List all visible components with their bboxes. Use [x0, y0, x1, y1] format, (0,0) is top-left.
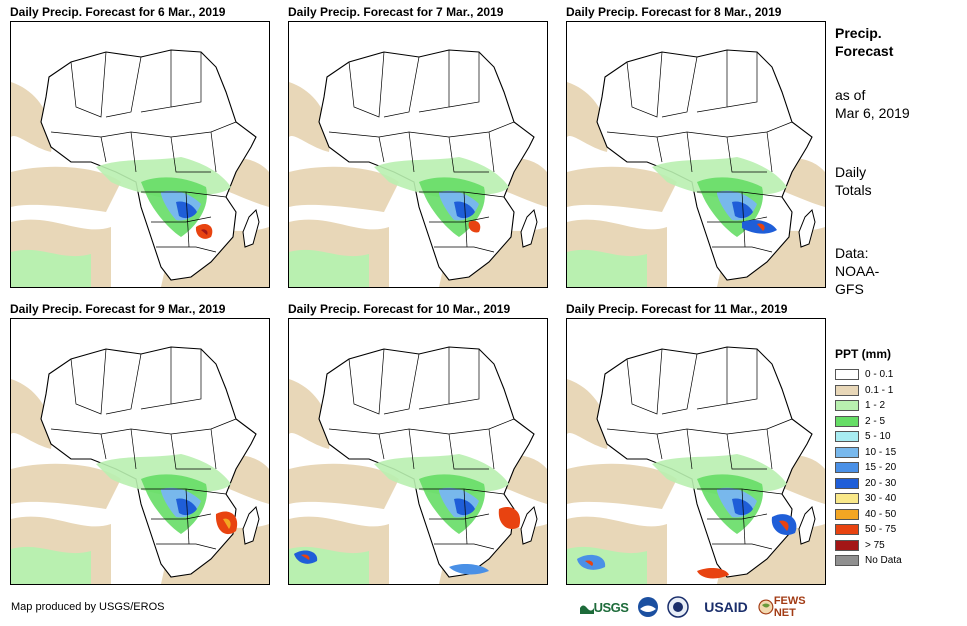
- data-line-2: NOAA-: [835, 263, 880, 279]
- usgs-logo: USGS: [578, 594, 630, 620]
- asof-line-1: as of: [835, 87, 866, 103]
- legend-rows: 0 - 0.1 0.1 - 1 1 - 2 2 - 5 5 - 10 10 - 15 15 …: [835, 367, 960, 569]
- legend-label: 20 - 30: [865, 477, 897, 489]
- asof-line-2: Mar 6, 2019: [835, 105, 910, 121]
- usaid-logo: USAID: [696, 594, 756, 620]
- forecast-panel-mar-10: Daily Precip. Forecast for 10 Mar., 2019: [288, 302, 548, 585]
- legend-swatch: [835, 524, 859, 536]
- dhs-logo: [666, 594, 690, 620]
- legend-label: > 75: [865, 539, 885, 551]
- legend-swatch: [835, 539, 859, 551]
- legend-item: 1 - 2: [835, 398, 960, 414]
- legend-label: No Data: [865, 555, 902, 567]
- forecast-panel-mar-7: Daily Precip. Forecast for 7 Mar., 2019: [288, 5, 548, 288]
- legend-label: 5 - 10: [865, 431, 891, 443]
- forecast-title: Precip. Forecast: [835, 24, 893, 60]
- legend-item: > 75: [835, 538, 960, 554]
- precip-map: [566, 318, 826, 585]
- title-line-2: Forecast: [835, 43, 894, 59]
- legend-swatch: [835, 462, 859, 474]
- daily-totals-label: Daily Totals: [835, 163, 872, 199]
- usgs-logo-text: USGS: [593, 599, 629, 615]
- precip-map: [10, 318, 270, 585]
- legend-item: 30 - 40: [835, 491, 960, 507]
- panel-title: Daily Precip. Forecast for 9 Mar., 2019: [10, 302, 226, 316]
- legend-item: 40 - 50: [835, 507, 960, 523]
- ppt-legend: PPT (mm) 0 - 0.1 0.1 - 1 1 - 2 2 - 5 5 - 10 1…: [835, 347, 960, 569]
- legend-item: 0 - 0.1: [835, 367, 960, 383]
- legend-title: PPT (mm): [835, 347, 892, 361]
- forecast-panel-mar-6: Daily Precip. Forecast for 6 Mar., 2019: [10, 5, 270, 288]
- legend-swatch: [835, 508, 859, 520]
- legend-item: 0.1 - 1: [835, 383, 960, 399]
- legend-label: 0 - 0.1: [865, 369, 894, 381]
- forecast-panel-mar-11: Daily Precip. Forecast for 11 Mar., 2019: [566, 302, 826, 585]
- legend-label: 10 - 15: [865, 446, 897, 458]
- legend-swatch: [835, 415, 859, 427]
- legend-swatch: [835, 555, 859, 567]
- legend-label: 0.1 - 1: [865, 384, 894, 396]
- map-credit: Map produced by USGS/EROS: [11, 601, 165, 613]
- usaid-logo-text: USAID: [704, 599, 748, 615]
- fews-net-logo: FEWS NET: [758, 594, 830, 620]
- precip-map: [288, 318, 548, 585]
- legend-swatch: [835, 477, 859, 489]
- legend-swatch: [835, 400, 859, 412]
- totals-line-1: Daily: [835, 164, 867, 180]
- noaa-logo: [636, 594, 660, 620]
- as-of-date: as of Mar 6, 2019: [835, 86, 910, 122]
- panel-title: Daily Precip. Forecast for 7 Mar., 2019: [288, 5, 504, 19]
- panel-title: Daily Precip. Forecast for 10 Mar., 2019: [288, 302, 511, 316]
- panel-title: Daily Precip. Forecast for 11 Mar., 2019: [566, 302, 788, 316]
- usgs-wave-icon: [579, 605, 594, 614]
- legend-label: 50 - 75: [865, 524, 897, 536]
- legend-item: 20 - 30: [835, 476, 960, 492]
- legend-label: 15 - 20: [865, 462, 897, 474]
- panel-title: Daily Precip. Forecast for 6 Mar., 2019: [10, 5, 226, 19]
- legend-item: 15 - 20: [835, 460, 960, 476]
- legend-item: 50 - 75: [835, 522, 960, 538]
- legend-swatch: [835, 493, 859, 505]
- totals-line-2: Totals: [835, 182, 872, 198]
- data-source: Data: NOAA- GFS: [835, 244, 879, 298]
- precip-map: [10, 21, 270, 288]
- legend-item: 5 - 10: [835, 429, 960, 445]
- legend-label: 40 - 50: [865, 508, 897, 520]
- data-line-3: GFS: [835, 281, 864, 297]
- forecast-panel-mar-8: Daily Precip. Forecast for 8 Mar., 2019: [566, 5, 826, 288]
- fews-globe-icon: [758, 599, 774, 615]
- legend-swatch: [835, 446, 859, 458]
- forecast-panel-mar-9: Daily Precip. Forecast for 9 Mar., 2019: [10, 302, 270, 585]
- legend-item: 2 - 5: [835, 414, 960, 430]
- legend-swatch: [835, 431, 859, 443]
- partner-logos: USGS USAID FEWS NET: [578, 594, 828, 620]
- legend-label: 2 - 5: [865, 415, 886, 427]
- noaa-seal-icon: [638, 597, 658, 617]
- fews-net-logo-text: FEWS NET: [773, 595, 806, 619]
- legend-swatch: [835, 384, 859, 396]
- legend-label: 30 - 40: [865, 493, 897, 505]
- legend-item: No Data: [835, 553, 960, 569]
- legend-item: 10 - 15: [835, 445, 960, 461]
- precip-map: [288, 21, 548, 288]
- legend-label: 1 - 2: [865, 400, 886, 412]
- precip-map: [566, 21, 826, 288]
- panel-title: Daily Precip. Forecast for 8 Mar., 2019: [566, 5, 782, 19]
- legend-swatch: [835, 369, 859, 381]
- title-line-1: Precip.: [835, 25, 882, 41]
- data-line-1: Data:: [835, 245, 869, 261]
- agency-seal-icon: [667, 596, 689, 618]
